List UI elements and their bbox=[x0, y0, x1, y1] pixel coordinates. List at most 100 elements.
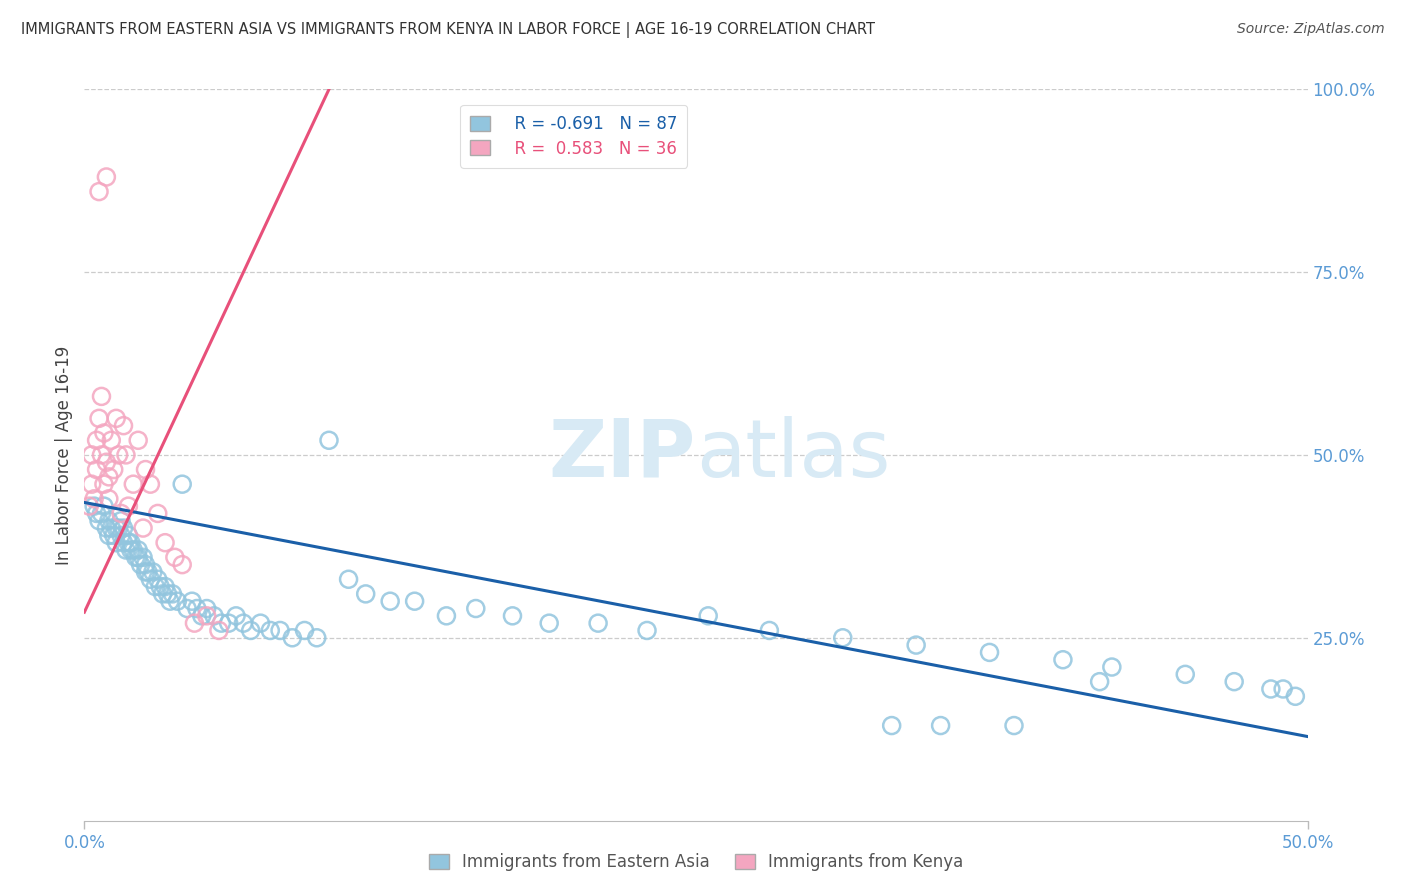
Point bbox=[1174, 667, 1197, 681]
Point bbox=[162, 587, 184, 601]
Text: IMMIGRANTS FROM EASTERN ASIA VS IMMIGRANTS FROM KENYA IN LABOR FORCE | AGE 16-19: IMMIGRANTS FROM EASTERN ASIA VS IMMIGRAN… bbox=[21, 22, 875, 38]
Point bbox=[502, 608, 524, 623]
Point bbox=[93, 499, 115, 513]
Point bbox=[120, 543, 142, 558]
Point bbox=[202, 608, 225, 623]
Point bbox=[159, 594, 181, 608]
Point bbox=[93, 477, 115, 491]
Point bbox=[86, 462, 108, 476]
Point bbox=[103, 462, 125, 476]
Point bbox=[100, 434, 122, 448]
Point bbox=[218, 616, 240, 631]
Point bbox=[127, 550, 149, 565]
Point bbox=[697, 608, 720, 623]
Point bbox=[172, 558, 194, 572]
Point bbox=[90, 507, 112, 521]
Point bbox=[181, 594, 204, 608]
Point bbox=[636, 624, 658, 638]
Point bbox=[96, 455, 118, 469]
Point bbox=[195, 601, 218, 615]
Point bbox=[127, 543, 149, 558]
Point bbox=[86, 434, 108, 448]
Point bbox=[83, 499, 105, 513]
Point bbox=[208, 624, 231, 638]
Point bbox=[195, 608, 218, 623]
Point bbox=[90, 448, 112, 462]
Point bbox=[112, 535, 135, 549]
Point bbox=[135, 558, 157, 572]
Point bbox=[125, 550, 148, 565]
Point bbox=[404, 594, 426, 608]
Point bbox=[464, 601, 486, 615]
Point bbox=[110, 514, 132, 528]
Point bbox=[112, 521, 135, 535]
Point bbox=[1088, 674, 1111, 689]
Point bbox=[87, 185, 110, 199]
Point bbox=[380, 594, 402, 608]
Point bbox=[905, 638, 928, 652]
Point bbox=[132, 550, 155, 565]
Point bbox=[225, 608, 247, 623]
Point bbox=[103, 528, 125, 542]
Point bbox=[538, 616, 561, 631]
Point bbox=[880, 718, 903, 732]
Point bbox=[249, 616, 271, 631]
Point bbox=[281, 631, 304, 645]
Point bbox=[166, 594, 188, 608]
Point bbox=[90, 389, 112, 403]
Point bbox=[163, 550, 186, 565]
Point bbox=[100, 521, 122, 535]
Point bbox=[97, 470, 120, 484]
Point bbox=[77, 499, 100, 513]
Point bbox=[122, 477, 145, 491]
Point bbox=[831, 631, 853, 645]
Point bbox=[110, 528, 132, 542]
Point bbox=[146, 507, 169, 521]
Point bbox=[209, 616, 232, 631]
Point bbox=[354, 587, 377, 601]
Point bbox=[135, 565, 157, 579]
Point bbox=[97, 491, 120, 506]
Text: atlas: atlas bbox=[696, 416, 890, 494]
Point bbox=[87, 411, 110, 425]
Point bbox=[1101, 660, 1123, 674]
Point bbox=[96, 169, 118, 184]
Text: ZIP: ZIP bbox=[548, 416, 696, 494]
Point bbox=[120, 535, 142, 549]
Point bbox=[758, 624, 780, 638]
Point bbox=[139, 477, 162, 491]
Point bbox=[259, 624, 281, 638]
Point bbox=[153, 580, 176, 594]
Point bbox=[86, 507, 108, 521]
Point bbox=[142, 565, 165, 579]
Point bbox=[83, 491, 105, 506]
Point bbox=[294, 624, 316, 638]
Point bbox=[186, 601, 208, 615]
Point bbox=[191, 608, 214, 623]
Point bbox=[136, 565, 159, 579]
Point bbox=[139, 572, 162, 586]
Point bbox=[87, 514, 110, 528]
Point bbox=[1052, 653, 1074, 667]
Point bbox=[152, 587, 174, 601]
Point bbox=[93, 425, 115, 440]
Point bbox=[929, 718, 952, 732]
Point bbox=[107, 448, 129, 462]
Text: Source: ZipAtlas.com: Source: ZipAtlas.com bbox=[1237, 22, 1385, 37]
Point bbox=[232, 616, 254, 631]
Point bbox=[105, 535, 128, 549]
Point bbox=[115, 448, 138, 462]
Point bbox=[127, 434, 149, 448]
Point bbox=[80, 477, 103, 491]
Point bbox=[149, 580, 172, 594]
Point bbox=[1272, 681, 1295, 696]
Point bbox=[305, 631, 328, 645]
Point bbox=[112, 418, 135, 433]
Point bbox=[269, 624, 291, 638]
Point bbox=[107, 521, 129, 535]
Point bbox=[115, 543, 138, 558]
Point bbox=[1223, 674, 1246, 689]
Point bbox=[239, 624, 262, 638]
Point bbox=[172, 477, 194, 491]
Point bbox=[146, 572, 169, 586]
